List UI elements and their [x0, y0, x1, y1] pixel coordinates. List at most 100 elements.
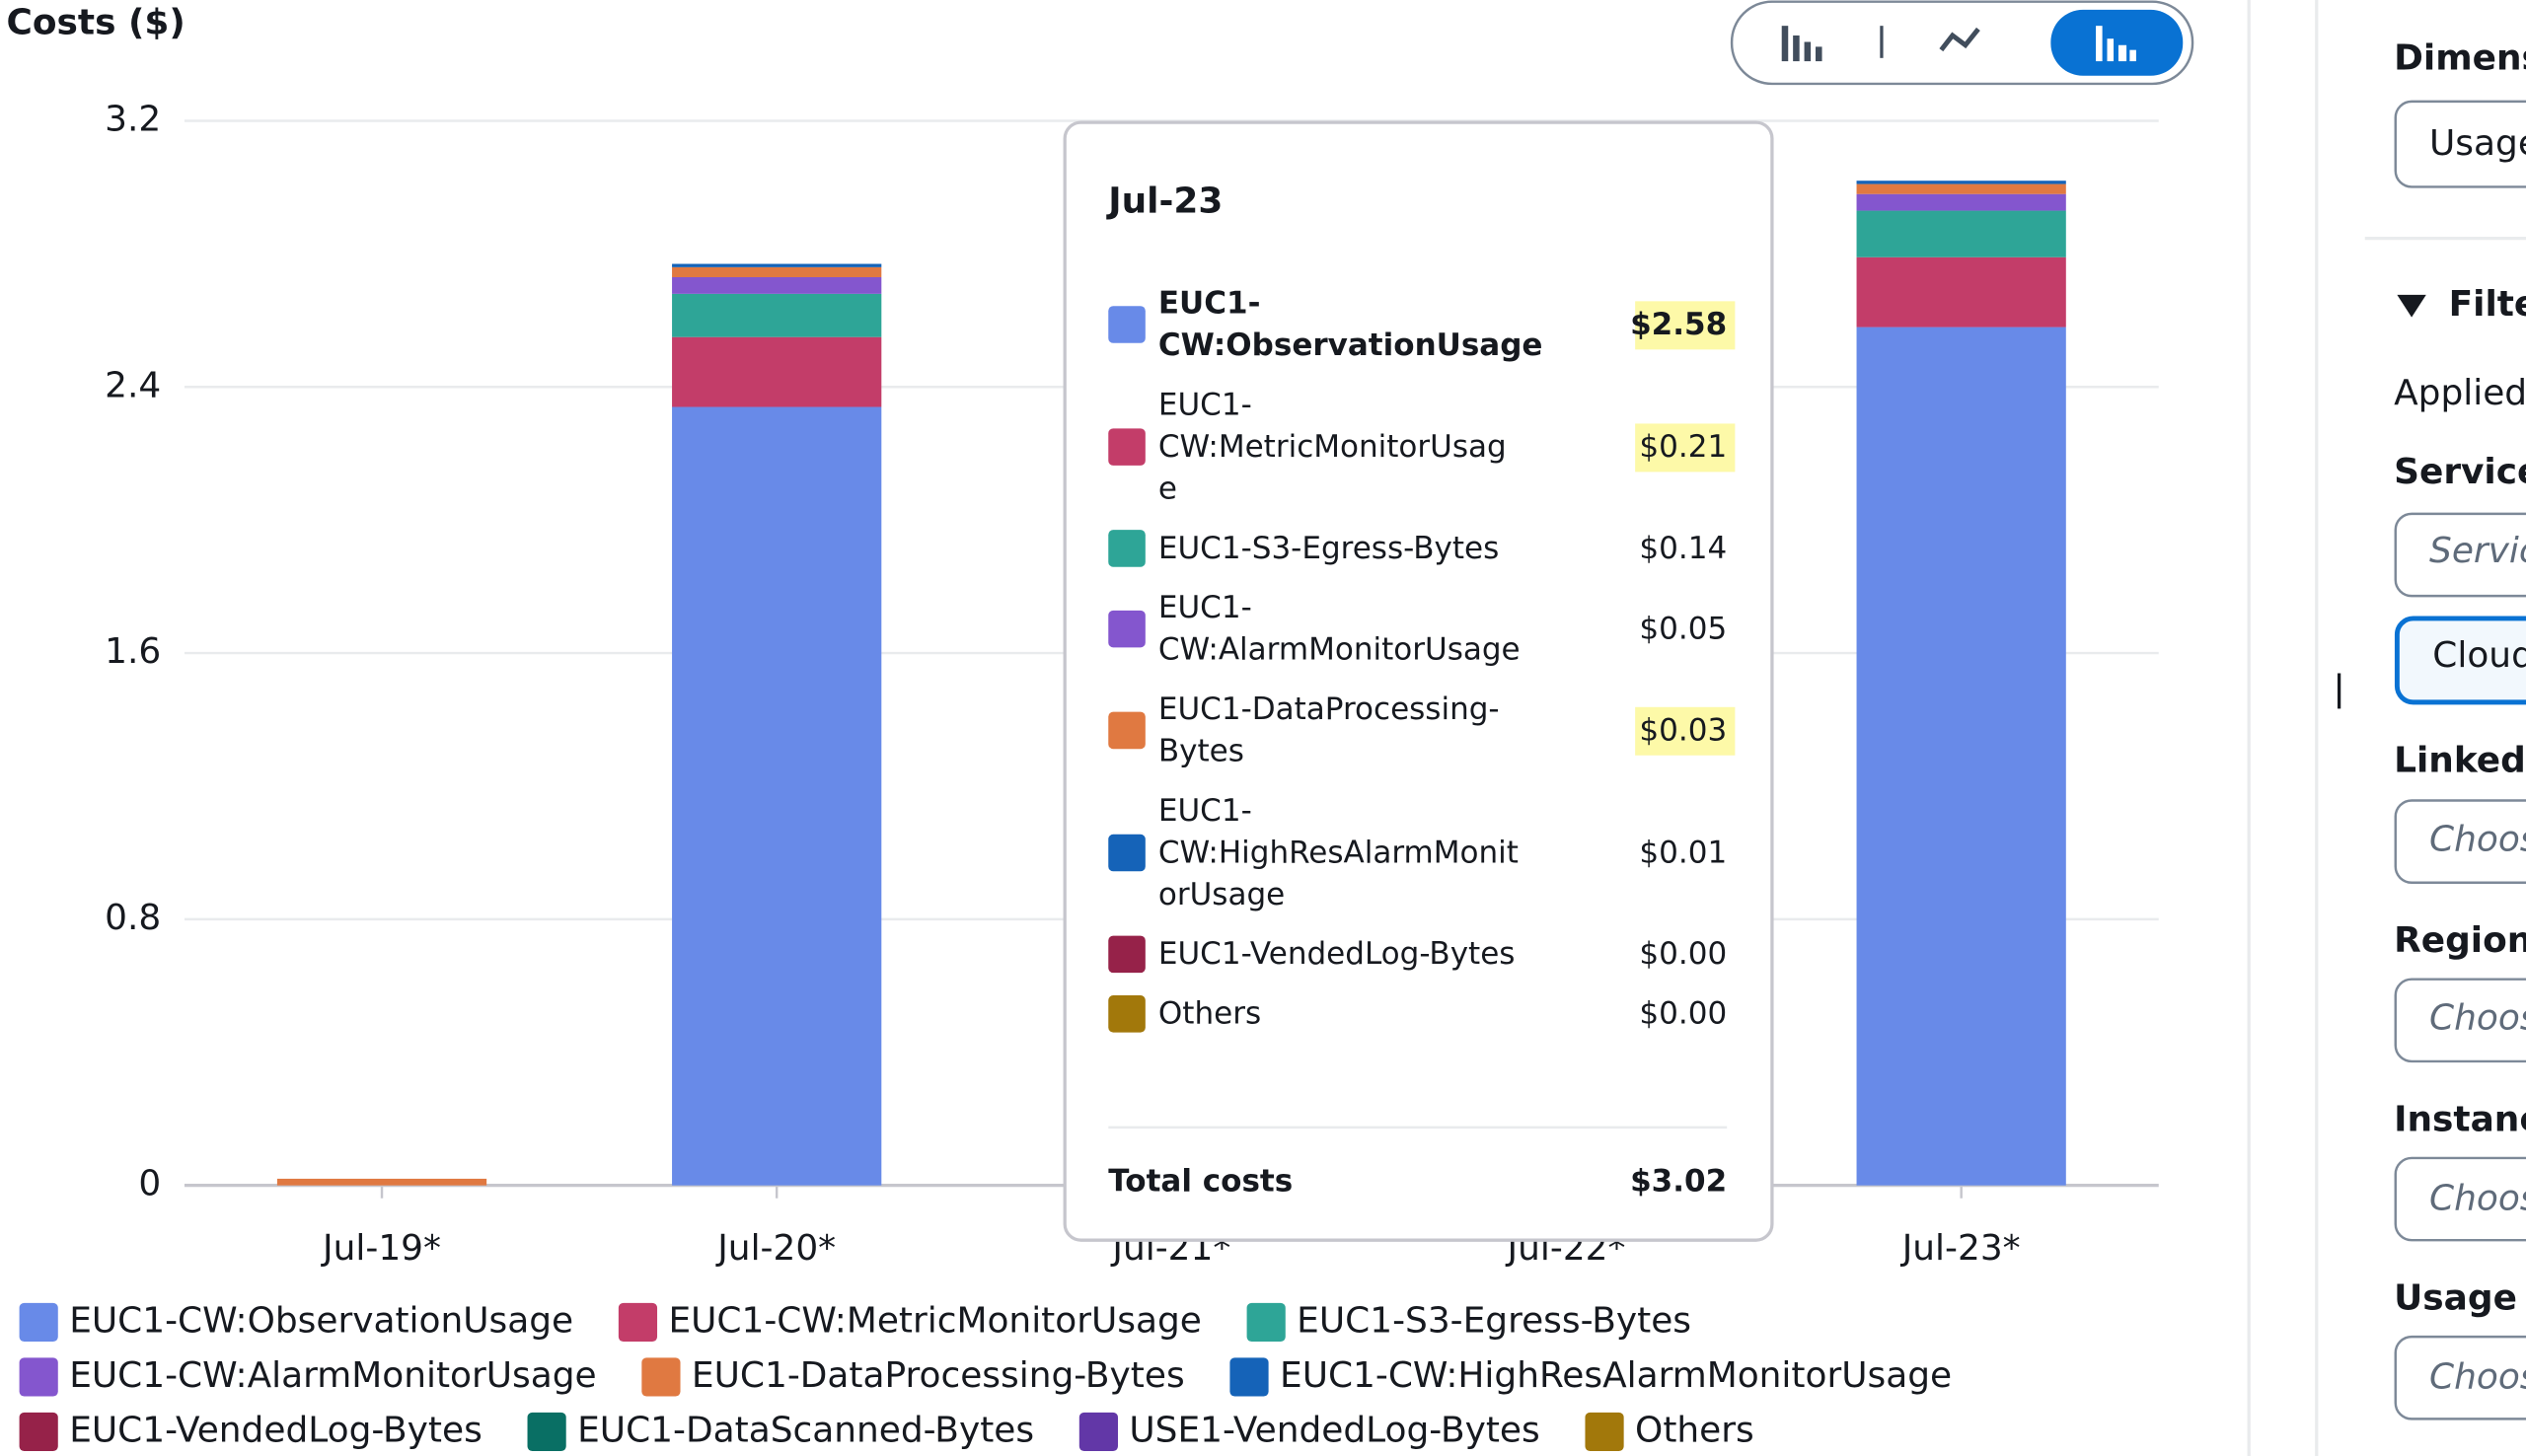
bar-segment — [672, 263, 882, 267]
tooltip-series-name: EUC1-CW:AlarmMonitorUsage — [1158, 590, 1521, 667]
y-tick-label: 0.8 — [105, 898, 161, 938]
legend-swatch — [1585, 1412, 1624, 1452]
token[interactable] — [2394, 616, 2526, 705]
legend-swatch — [19, 1357, 58, 1397]
field-label: Instanc — [2394, 1099, 2526, 1139]
x-tick-label: Jul-19* — [321, 1228, 441, 1269]
y-tick-label: 1.6 — [105, 631, 161, 672]
legend-swatch — [19, 1412, 58, 1452]
tooltip-swatch — [1108, 306, 1146, 343]
legend-label: Others — [1635, 1410, 1754, 1450]
bar-segment — [672, 276, 882, 294]
legend-swatch — [1229, 1357, 1269, 1397]
bar-segment — [1856, 181, 2066, 184]
legend-label: EUC1-DataProcessing-Bytes — [692, 1355, 1185, 1396]
legend-label: EUC1-VendedLog-Bytes — [69, 1410, 483, 1450]
legend-label: USE1-VendedLog-Bytes — [1129, 1410, 1539, 1450]
select[interactable] — [2394, 512, 2526, 598]
bar-segment — [1856, 183, 2066, 194]
legend-swatch — [618, 1302, 658, 1343]
bar-segment — [1856, 210, 2066, 257]
select-value: Usage — [2429, 123, 2526, 164]
field-label: Region — [2394, 920, 2526, 961]
legend-label: EUC1-CW:AlarmMonitorUsage — [69, 1355, 596, 1396]
tooltip-series-name: EUC1-DataProcessing-Bytes — [1158, 692, 1500, 768]
tooltip-title: Jul-23 — [1105, 182, 1223, 222]
field-label: Service — [2394, 452, 2526, 492]
stacked-chart-button[interactable] — [2050, 9, 2184, 76]
expand-icon — [2397, 294, 2426, 318]
y-tick-label: 2.4 — [105, 365, 161, 405]
x-tick-label: Jul-23* — [1900, 1228, 2021, 1269]
stacked-icon — [2096, 26, 2136, 62]
highlight — [1635, 706, 1736, 756]
placeholder: Choos — [2429, 998, 2526, 1039]
tooltip-value: $0.01 — [1639, 835, 1727, 870]
bar-segment — [1856, 327, 2066, 1186]
tooltip-box — [1063, 120, 1774, 1242]
bar-segment — [276, 1178, 487, 1186]
legend-label: EUC1-DataScanned-Bytes — [577, 1410, 1034, 1450]
tooltip-value: $0.14 — [1639, 531, 1727, 566]
tooltip-swatch — [1108, 935, 1146, 974]
tooltip-value: $0.00 — [1639, 996, 1727, 1032]
tooltip-series-name: EUC1-CW:ObservationUsage — [1158, 286, 1543, 363]
legend-label: EUC1-CW:HighResAlarmMonitorUsage — [1280, 1355, 1952, 1396]
tooltip-series-name: Others — [1158, 996, 1261, 1032]
applied-text: Applied — [2394, 373, 2526, 413]
tooltip-value: $2.58 — [1630, 307, 1727, 342]
tooltip-swatch — [1108, 610, 1146, 648]
legend-label: EUC1-S3-Egress-Bytes — [1297, 1300, 1691, 1341]
legend-swatch — [1246, 1302, 1286, 1343]
tooltip-swatch — [1108, 995, 1146, 1033]
field-label: Dimens — [2394, 37, 2526, 78]
tooltip-series-name: EUC1-CW:HighResAlarmMonit orUsage — [1158, 793, 1519, 912]
placeholder: Choos — [2429, 1178, 2526, 1218]
legend-swatch — [19, 1302, 58, 1343]
select[interactable] — [2394, 799, 2526, 884]
field-label: Usage t — [2394, 1278, 2526, 1319]
line-chart-button[interactable] — [1939, 27, 1980, 52]
tooltip: Jul-23 EUC1-CW:ObservationUsage $2.58 EUC1-… — [1063, 120, 1774, 1242]
tooltip-swatch — [1108, 530, 1146, 567]
legend-swatch — [641, 1357, 681, 1397]
select[interactable] — [2394, 978, 2526, 1063]
y-axis-title: Costs ($) — [7, 3, 186, 43]
legend-swatch — [527, 1412, 566, 1452]
highlight — [1635, 423, 1736, 473]
select[interactable] — [2394, 1156, 2526, 1242]
y-tick-label: 0 — [138, 1164, 161, 1204]
tooltip-swatch — [1108, 428, 1146, 466]
y-tick-label: 3.2 — [105, 99, 161, 139]
tooltip-series-name: EUC1-CW:MetricMonitorUsag e — [1158, 387, 1507, 506]
bar-segment — [672, 266, 882, 277]
bar-segment — [672, 336, 882, 407]
tooltip-value: $0.03 — [1639, 712, 1727, 748]
tooltip-value: $0.21 — [1639, 429, 1727, 465]
tooltip-series-name: EUC1-VendedLog-Bytes — [1158, 936, 1516, 972]
tooltip-swatch — [1108, 834, 1146, 872]
select[interactable] — [2394, 100, 2526, 188]
bar-segment — [1856, 193, 2066, 211]
placeholder: Choos — [2429, 819, 2526, 859]
bar-segment — [1856, 256, 2066, 328]
bar-segment — [672, 293, 882, 337]
bar-segment — [672, 406, 882, 1186]
placeholder: Choos — [2429, 1357, 2526, 1398]
token-value: Cloud — [2432, 635, 2526, 676]
tooltip-value: $0.05 — [1639, 611, 1727, 646]
section-title[interactable]: Filte — [2449, 284, 2526, 325]
tooltip-total-value: $3.02 — [1630, 1163, 1727, 1199]
tooltip-series-name: EUC1-S3-Egress-Bytes — [1158, 531, 1499, 566]
tooltip-value: $0.00 — [1639, 936, 1727, 972]
select[interactable] — [2394, 1335, 2526, 1420]
highlight — [1635, 301, 1736, 350]
tooltip-swatch — [1108, 711, 1146, 750]
legend-label: EUC1-CW:ObservationUsage — [69, 1300, 573, 1341]
field-label: Linked — [2394, 740, 2526, 780]
bar-chart-button[interactable] — [1781, 26, 1822, 62]
legend-swatch — [1078, 1412, 1118, 1452]
legend-label: EUC1-CW:MetricMonitorUsage — [668, 1300, 1201, 1341]
tooltip-total-label: Total costs — [1108, 1163, 1293, 1199]
